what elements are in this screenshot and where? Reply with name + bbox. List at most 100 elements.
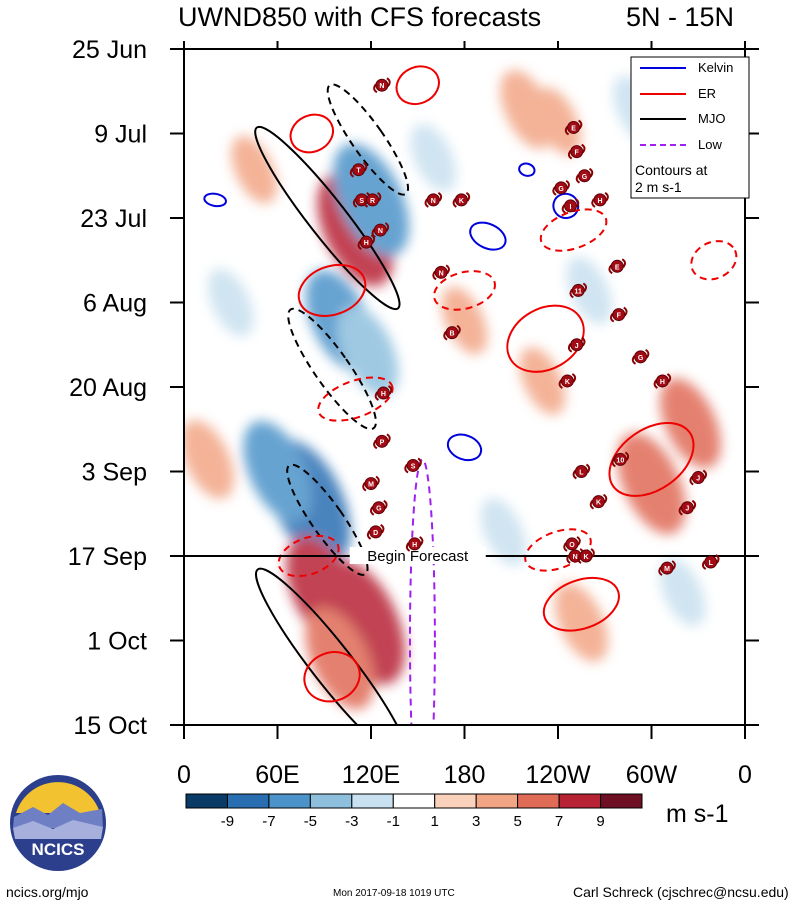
- storm-marker: I: [561, 198, 580, 214]
- storm-label: N: [573, 554, 578, 561]
- storm-label: J: [575, 343, 579, 350]
- colorbar-swatch: [392, 793, 436, 809]
- storm-label: E: [571, 125, 576, 132]
- colorbar-swatch: [434, 793, 477, 809]
- storm-marker: F: [567, 143, 586, 160]
- colorbar-tick-label: 7: [555, 813, 563, 830]
- storm-marker: 10: [611, 451, 630, 468]
- storm-label: I: [569, 204, 571, 211]
- storm-label: K: [596, 500, 601, 507]
- storm-label: M: [664, 566, 670, 573]
- storm-marker: K: [577, 548, 595, 564]
- colorbar-swatch: [268, 793, 311, 809]
- storm-marker: H: [357, 234, 376, 251]
- y-tick-label: 25 Jun: [72, 36, 147, 64]
- er-contour: [608, 421, 695, 497]
- legend-er-label: ER: [698, 86, 716, 101]
- colorbar-swatch: [517, 793, 560, 809]
- y-tick-label: 20 Aug: [69, 374, 147, 402]
- storm-label: K: [459, 198, 464, 205]
- storm-marker: K: [558, 373, 577, 389]
- storm-label: J: [685, 506, 689, 513]
- x-tick-label: 120E: [342, 761, 400, 789]
- x-tick-label: 0: [738, 761, 752, 789]
- anomaly-blob: [535, 87, 581, 156]
- anomaly-blob: [184, 420, 235, 499]
- anomaly-blob: [554, 583, 609, 662]
- colorbar-units: m s-1: [666, 800, 729, 828]
- legend-mjo-label: MJO: [698, 111, 725, 126]
- storm-label: M: [368, 482, 374, 489]
- storm-marker: J: [689, 469, 707, 486]
- storm-marker: J: [567, 336, 586, 353]
- storm-marker: R: [363, 192, 382, 208]
- legend: Kelvin ER MJO Low Contours at 2 m s-1: [630, 56, 750, 199]
- storm-label: H: [660, 379, 665, 386]
- kelvin-contour: [203, 192, 227, 208]
- storm-marker: H: [374, 385, 393, 401]
- mjo-contour: [255, 567, 410, 725]
- storm-label: N: [431, 198, 436, 205]
- chart-subtitle: 5N - 15N: [626, 2, 735, 32]
- storm-marker: K: [589, 493, 608, 510]
- storm-marker: F: [610, 306, 628, 323]
- colorbar: -9 -7 -5 -3 -1 1 3 5 7 9: [185, 793, 643, 830]
- x-tick-label: 180: [444, 761, 486, 789]
- storm-label: D: [373, 530, 378, 537]
- anomaly-blob: [500, 69, 554, 149]
- storm-label: F: [575, 150, 580, 157]
- storm-label: E: [615, 264, 620, 271]
- storm-marker: O: [563, 536, 581, 552]
- anomaly-blob: [566, 256, 613, 325]
- er-contour: [317, 376, 394, 422]
- colorbar-swatch: [558, 793, 602, 809]
- storm-marker: N: [373, 77, 391, 94]
- storm-label: H: [598, 198, 603, 205]
- logo-text: NCICS: [32, 840, 85, 859]
- storm-label: N: [379, 83, 384, 90]
- storm-marker: B: [443, 324, 461, 341]
- colorbar-tick-label: -1: [387, 813, 400, 830]
- er-contour: [524, 528, 592, 572]
- er-contour: [395, 65, 440, 106]
- colorbar-tick-label: -9: [221, 813, 234, 830]
- storm-marker: L: [572, 463, 591, 480]
- storm-marker: G: [631, 348, 650, 365]
- forecast-label-bg: [349, 547, 486, 564]
- er-contour: [277, 534, 340, 578]
- storm-marker: T: [349, 161, 368, 178]
- storm-label: J: [696, 476, 700, 483]
- y-tick-label: 3 Sep: [82, 459, 147, 487]
- storm-label: H: [381, 391, 386, 398]
- storm-marker: K: [452, 192, 471, 208]
- colorbar-swatch: [309, 793, 353, 809]
- storm-label: R: [370, 198, 375, 205]
- colorbar-tick-label: -3: [345, 813, 358, 830]
- mjo-contour: [326, 83, 410, 196]
- storm-marker: M: [362, 475, 380, 492]
- anomaly-blob: [659, 558, 706, 626]
- y-tick-label: 9 Jul: [94, 121, 147, 149]
- storm-label: B: [450, 331, 455, 338]
- storm-marker: N: [432, 264, 450, 281]
- y-tick-label: 23 Jul: [80, 205, 147, 233]
- storm-label: H: [412, 542, 417, 549]
- legend-low-label: Low: [698, 137, 722, 152]
- storm-marker: E: [608, 258, 626, 275]
- er-contour: [542, 576, 620, 632]
- anomaly-blob: [243, 420, 312, 523]
- x-tick-label: 0: [177, 761, 191, 789]
- storm-marker: L: [701, 554, 720, 570]
- storm-label: G: [376, 506, 382, 513]
- colorbar-tick-label: 1: [431, 813, 439, 830]
- storm-label: H: [364, 240, 369, 247]
- storm-label: P: [380, 439, 385, 446]
- kelvin-contour: [518, 162, 536, 177]
- kelvin-contour: [446, 433, 483, 462]
- storm-label: T: [356, 168, 361, 175]
- storm-marker: G: [552, 179, 570, 196]
- anomaly-blob: [519, 347, 566, 415]
- anomaly-blob: [617, 432, 686, 535]
- storm-label: K: [565, 379, 570, 386]
- storm-marker: H: [653, 373, 672, 389]
